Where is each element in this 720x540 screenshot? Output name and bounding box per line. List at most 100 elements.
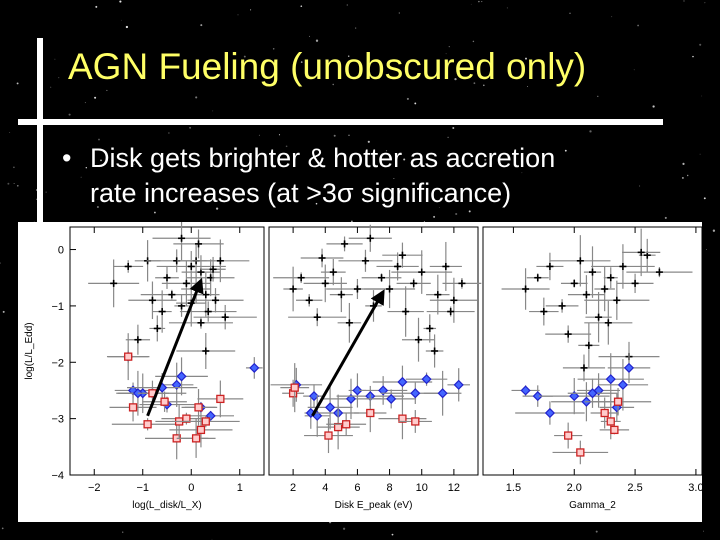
star-dot (160, 188, 162, 190)
data-point-blue (308, 390, 320, 402)
horizontal-accent-bar (18, 119, 663, 125)
star-dot (243, 55, 246, 58)
star-dot (85, 167, 87, 169)
star-dot (633, 69, 635, 71)
data-point-blue (386, 393, 397, 405)
star-dot (452, 127, 455, 129)
star-dot (367, 140, 370, 143)
chart-panel-middle: 2 4 6 8 10 12 Disk E_peak (eV) (268, 224, 482, 511)
bullet-line-1: Disk gets brighter & hotter as accretion (90, 143, 556, 173)
bullet-marker: • (62, 143, 72, 173)
data-point-blue (171, 379, 182, 390)
star-dot (212, 110, 214, 112)
bullet-line-2: rate increases (at >3σ significance) (90, 178, 512, 208)
star-dot (309, 35, 310, 37)
star-dot (80, 176, 82, 178)
star-dot (168, 132, 170, 134)
star-dot (406, 97, 409, 100)
x-tick-label: 0 (188, 482, 194, 494)
data-point-blue (397, 376, 408, 388)
data-point-red (160, 397, 169, 406)
star-dot (351, 220, 353, 223)
x-tick-label: −2 (88, 482, 101, 494)
data-point-blue (421, 374, 432, 385)
star-dot (453, 199, 455, 201)
x-tick-label: 2.5 (627, 482, 642, 494)
star-dot (525, 57, 527, 60)
star-dot (195, 96, 198, 99)
star-dot (438, 207, 440, 208)
x-tick-label: 10 (416, 482, 428, 494)
data-point-red (290, 383, 299, 392)
x-tick-label: −1 (136, 482, 149, 494)
data-point-red (194, 403, 203, 412)
star-dot (639, 185, 641, 187)
star-dot (332, 83, 334, 86)
star-dot (84, 102, 86, 104)
star-dot (472, 40, 475, 43)
star-dot (122, 531, 124, 533)
data-point-red (600, 408, 609, 418)
star-dot (470, 3, 472, 5)
star-dot (447, 136, 449, 139)
star-dot (237, 14, 239, 16)
star-dot (445, 76, 447, 78)
data-point-red (342, 420, 351, 429)
star-dot (521, 172, 523, 174)
y-tick-label: −3 (51, 414, 64, 426)
star-dot (595, 530, 598, 533)
data-point-blue (532, 390, 543, 402)
star-dot (699, 153, 701, 155)
star-dot (454, 77, 457, 81)
y-axis-label: log(L/L_Edd) (24, 322, 35, 379)
star-dot (54, 58, 56, 60)
x-tick-label: 6 (354, 482, 360, 494)
data-point-red (124, 352, 133, 361)
star-dot (433, 215, 436, 218)
data-point-red (216, 394, 225, 404)
star-dot (50, 86, 52, 88)
star-dot (58, 77, 60, 79)
star-dot (250, 9, 252, 11)
star-dot (637, 24, 639, 27)
star-dot (16, 82, 19, 85)
star-dot (712, 229, 716, 232)
star-dot (478, 0, 480, 3)
star-dot (100, 159, 102, 162)
data-point-red (128, 403, 138, 412)
x-tick-label: 3.0 (688, 482, 702, 494)
star-dot (448, 45, 450, 48)
panel-frame (482, 226, 702, 476)
star-dot (484, 158, 487, 161)
star-dot (106, 89, 108, 91)
star-dot (94, 96, 97, 99)
star-dot (272, 48, 275, 50)
star-dot (393, 177, 395, 179)
star-dot (589, 130, 592, 133)
data-point-blue (544, 407, 556, 419)
star-dot (704, 2, 706, 4)
data-point-blue (325, 402, 336, 413)
x-tick-label: 8 (387, 482, 393, 494)
star-dot (681, 176, 684, 179)
star-dot (569, 12, 571, 15)
star-dot (483, 84, 485, 87)
star-dot (568, 73, 570, 75)
star-dot (119, 0, 122, 3)
data-point-blue (410, 388, 421, 399)
data-point-blue (176, 371, 187, 382)
star-dot (0, 262, 1, 264)
star-dot (355, 27, 357, 29)
data-point-blue (249, 362, 260, 374)
star-dot (611, 16, 613, 18)
star-dot (121, 19, 122, 21)
star-dot (664, 216, 667, 219)
star-dot (468, 210, 471, 213)
x-tick-label: 2.0 (567, 482, 582, 494)
star-dot (427, 76, 430, 79)
data-point-red (411, 417, 420, 426)
star-dot (252, 188, 254, 190)
star-dot (564, 149, 567, 152)
star-dot (16, 184, 19, 187)
star-dot (506, 7, 508, 9)
